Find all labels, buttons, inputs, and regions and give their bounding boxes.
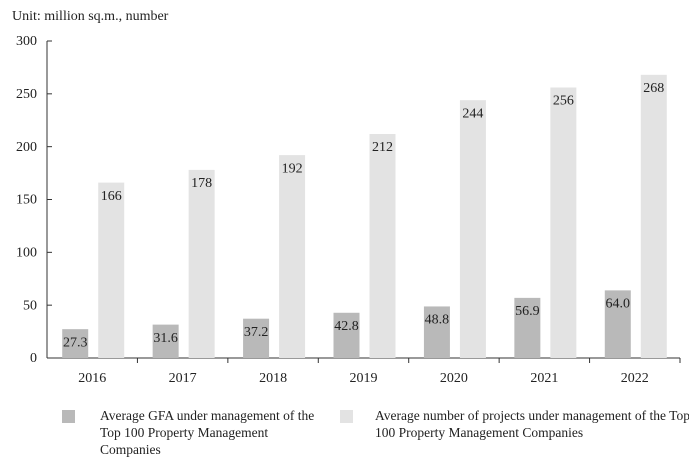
data-label: 192 — [282, 161, 303, 176]
data-label: 166 — [101, 189, 122, 204]
bar — [333, 312, 360, 358]
bar — [550, 87, 577, 358]
bar — [459, 100, 486, 358]
y-tick-label: 250 — [16, 87, 37, 102]
bar — [514, 297, 541, 358]
bar — [243, 318, 270, 358]
y-tick-label: 300 — [16, 34, 37, 49]
y-tick-label: 50 — [23, 298, 37, 313]
data-label: 212 — [372, 140, 393, 155]
legend-label: Average GFA under management of the Top … — [100, 408, 315, 457]
data-label: 48.8 — [425, 313, 450, 328]
data-label: 42.8 — [334, 319, 359, 334]
bar — [188, 169, 215, 358]
x-tick-label: 2022 — [621, 371, 649, 386]
data-label: 37.2 — [244, 325, 269, 340]
data-label: 31.6 — [153, 331, 178, 346]
x-tick-label: 2021 — [530, 371, 558, 386]
data-label: 178 — [191, 176, 212, 191]
x-tick-label: 2020 — [440, 371, 468, 386]
bar — [98, 182, 125, 358]
bar — [423, 306, 450, 358]
legend-label: Average number of projects under managem… — [375, 408, 689, 440]
legend-swatch — [340, 410, 353, 423]
legend-swatch — [62, 410, 75, 423]
bar — [640, 74, 667, 359]
data-label: 27.3 — [63, 335, 88, 350]
bar — [604, 290, 631, 358]
bar — [62, 329, 89, 358]
x-tick-label: 2019 — [350, 371, 378, 386]
y-tick-label: 0 — [30, 351, 37, 366]
data-label: 268 — [643, 81, 664, 96]
y-tick-label: 100 — [16, 246, 37, 261]
y-tick-label: 150 — [16, 193, 37, 208]
data-label: 256 — [553, 94, 574, 109]
data-label: 64.0 — [606, 297, 631, 312]
bar — [152, 324, 179, 358]
data-label: 56.9 — [515, 304, 540, 319]
x-tick-label: 2018 — [259, 371, 287, 386]
y-tick-label: 200 — [16, 140, 37, 155]
chart: Unit: million sq.m., number 0 50 100 150 200… — [12, 9, 681, 386]
bar — [369, 133, 396, 358]
x-tick-label: 2016 — [78, 371, 106, 386]
bar — [279, 155, 306, 358]
data-label: 244 — [462, 106, 483, 121]
x-tick-label: 2017 — [169, 371, 197, 386]
chart-title: Unit: million sq.m., number — [12, 9, 169, 24]
